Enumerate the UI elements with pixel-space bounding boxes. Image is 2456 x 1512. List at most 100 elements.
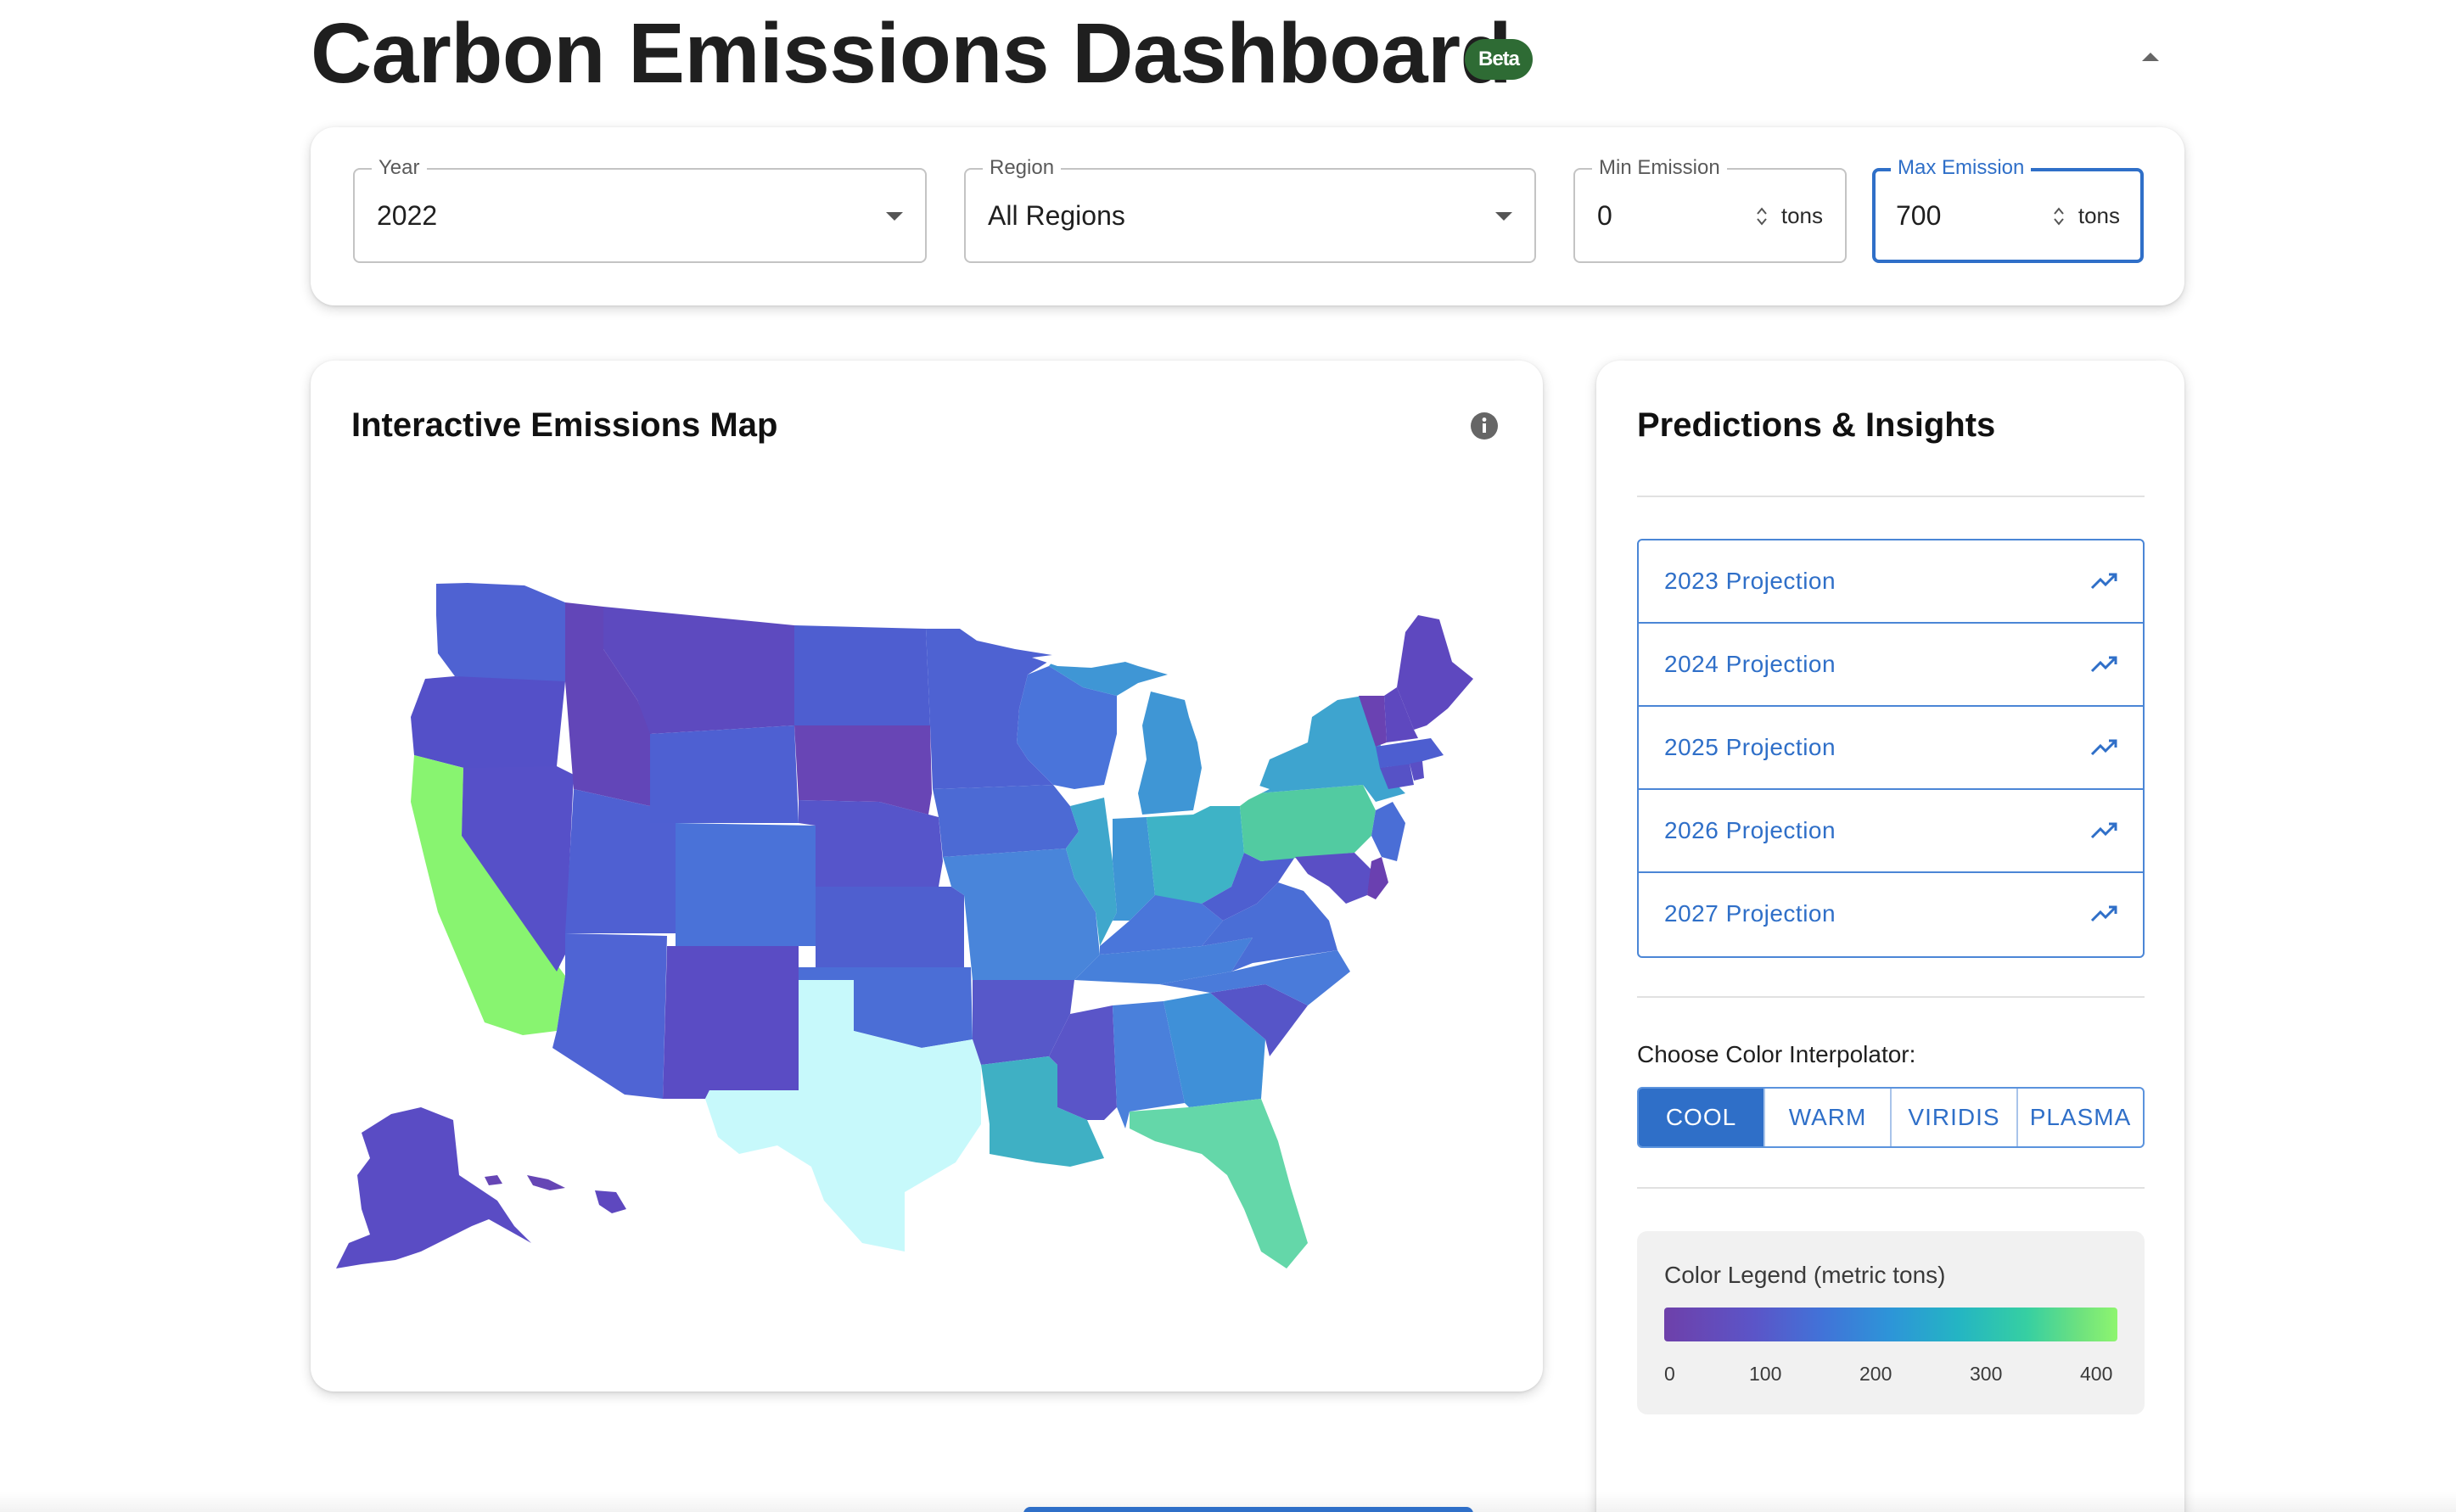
state-ohio[interactable] — [1147, 806, 1244, 904]
region-select[interactable]: Region All Regions — [964, 154, 1536, 263]
state-utah[interactable] — [565, 789, 676, 933]
state-iowa[interactable] — [933, 785, 1079, 857]
state-alabama[interactable] — [1113, 1001, 1185, 1128]
state-southdakota[interactable] — [794, 725, 932, 815]
state-maine[interactable] — [1397, 615, 1473, 730]
state-westvirginia[interactable] — [1202, 853, 1295, 921]
min-emission-unit: tons — [1780, 203, 1823, 228]
info-icon[interactable] — [1470, 412, 1499, 440]
state-michigan[interactable] — [1138, 692, 1202, 815]
projection-label: 2025 Projection — [1664, 734, 1836, 760]
state-illinois[interactable] — [1066, 798, 1117, 946]
state-tennessee[interactable] — [1074, 938, 1253, 984]
trending-up-icon — [2090, 905, 2117, 922]
state-louisiana[interactable] — [981, 1056, 1104, 1167]
state-nebraska[interactable] — [799, 800, 943, 887]
state-oklahoma[interactable] — [799, 967, 973, 1048]
us-choropleth-map — [336, 583, 1473, 1268]
state-pennsylvania[interactable] — [1240, 785, 1376, 861]
max-emission-input[interactable]: Max Emission 700 tons — [1872, 154, 2144, 263]
state-indiana[interactable] — [1113, 817, 1155, 921]
state-newmexico[interactable] — [663, 946, 799, 1099]
lake-michigan — [1121, 700, 1138, 793]
projection-item-2024[interactable]: 2024 Projection — [1639, 624, 2143, 707]
color-legend: Color Legend (metric tons) 0 100 200 300… — [1637, 1231, 2145, 1414]
projection-label: 2027 Projection — [1664, 900, 1836, 927]
predictions-title: Predictions & Insights — [1637, 406, 1996, 444]
region-value: All Regions — [988, 200, 1125, 231]
state-texas[interactable] — [705, 980, 981, 1252]
state-washington[interactable] — [436, 583, 565, 683]
state-kentucky[interactable] — [1100, 895, 1223, 955]
state-wisconsin[interactable] — [1017, 666, 1117, 789]
divider — [1637, 496, 2145, 497]
state-northdakota[interactable] — [794, 625, 930, 725]
state-kansas[interactable] — [816, 887, 964, 967]
projection-item-2026[interactable]: 2026 Projection — [1639, 790, 2143, 873]
state-arkansas[interactable] — [973, 980, 1074, 1065]
state-northcarolina[interactable] — [1159, 950, 1350, 1005]
interpolator-toggle-group: COOL WARM VIRIDIS PLASMA — [1637, 1087, 2145, 1148]
legend-tick: 300 — [1970, 1363, 2003, 1385]
interpolator-warm-button[interactable]: WARM — [1765, 1089, 1892, 1146]
projection-label: 2024 Projection — [1664, 651, 1836, 677]
year-value: 2022 — [377, 200, 438, 231]
state-missouri[interactable] — [943, 848, 1100, 980]
state-hawaii-islands[interactable] — [485, 1175, 502, 1185]
projection-item-2023[interactable]: 2023 Projection — [1639, 540, 2143, 624]
legend-tick: 100 — [1749, 1363, 1782, 1385]
trending-up-icon — [2090, 739, 2117, 756]
lake-erie — [1210, 785, 1270, 806]
state-arizona[interactable] — [552, 933, 667, 1099]
state-vermont[interactable] — [1359, 696, 1387, 747]
state-connecticut[interactable] — [1380, 764, 1414, 789]
projection-item-2027[interactable]: 2027 Projection — [1639, 873, 2143, 956]
state-colorado[interactable] — [676, 823, 816, 946]
state-georgia[interactable] — [1164, 993, 1265, 1107]
state-hawaii-islands2[interactable] — [527, 1175, 565, 1190]
year-select[interactable]: Year 2022 — [353, 154, 927, 263]
state-montana[interactable] — [603, 607, 794, 734]
state-maryland[interactable] — [1295, 853, 1371, 904]
chevron-up-icon[interactable] — [2135, 42, 2166, 68]
state-mississippi[interactable] — [1049, 1005, 1117, 1120]
state-hawaii[interactable] — [595, 1190, 626, 1213]
spinner-arrows-icon[interactable] — [1755, 204, 1769, 229]
max-emission-value: 700 — [1896, 200, 1942, 231]
interpolator-cool-button[interactable]: COOL — [1639, 1089, 1765, 1146]
interpolator-plasma-button[interactable]: PLASMA — [2029, 1104, 2132, 1130]
state-florida[interactable] — [1130, 1099, 1308, 1268]
filters-panel: Year 2022 Region All Regions Min Emissio… — [311, 127, 2184, 305]
beta-badge: Beta — [1465, 39, 1533, 80]
state-newjersey[interactable] — [1371, 802, 1405, 861]
bottom-action-button[interactable] — [1023, 1507, 1473, 1512]
legend-tick: 0 — [1664, 1363, 1675, 1385]
state-california[interactable] — [411, 755, 565, 1035]
min-emission-input[interactable]: Min Emission 0 tons — [1573, 154, 1847, 263]
trending-up-icon — [2090, 822, 2117, 839]
state-minnesota[interactable] — [926, 629, 1057, 789]
projection-label: 2026 Projection — [1664, 817, 1836, 843]
dropdown-caret-icon — [886, 212, 903, 221]
state-wyoming[interactable] — [650, 725, 799, 823]
legend-title: Color Legend (metric tons) — [1664, 1262, 1946, 1288]
trending-up-icon — [2090, 656, 2117, 673]
legend-tick: 400 — [2080, 1363, 2113, 1385]
spinner-arrows-icon[interactable] — [2052, 204, 2066, 229]
divider — [1637, 996, 2145, 998]
state-southcarolina[interactable] — [1210, 984, 1308, 1056]
state-delaware[interactable] — [1367, 857, 1388, 899]
projection-item-2025[interactable]: 2025 Projection — [1639, 707, 2143, 790]
projection-list: 2023 Projection 2024 Projection 2025 Pro… — [1637, 539, 2145, 958]
state-alaska[interactable] — [336, 1107, 531, 1268]
interpolator-viridis-button[interactable]: VIRIDIS — [1892, 1089, 2018, 1146]
state-nevada[interactable] — [462, 766, 574, 972]
min-emission-label: Min Emission — [1592, 154, 1727, 182]
state-idaho[interactable] — [565, 602, 659, 806]
lake-superior — [1032, 649, 1125, 668]
state-newhampshire[interactable] — [1384, 687, 1418, 742]
state-rhodeisland[interactable] — [1410, 761, 1424, 781]
state-virginia[interactable] — [1202, 882, 1337, 972]
state-massachusetts[interactable] — [1376, 738, 1444, 768]
state-oregon[interactable] — [411, 676, 565, 789]
